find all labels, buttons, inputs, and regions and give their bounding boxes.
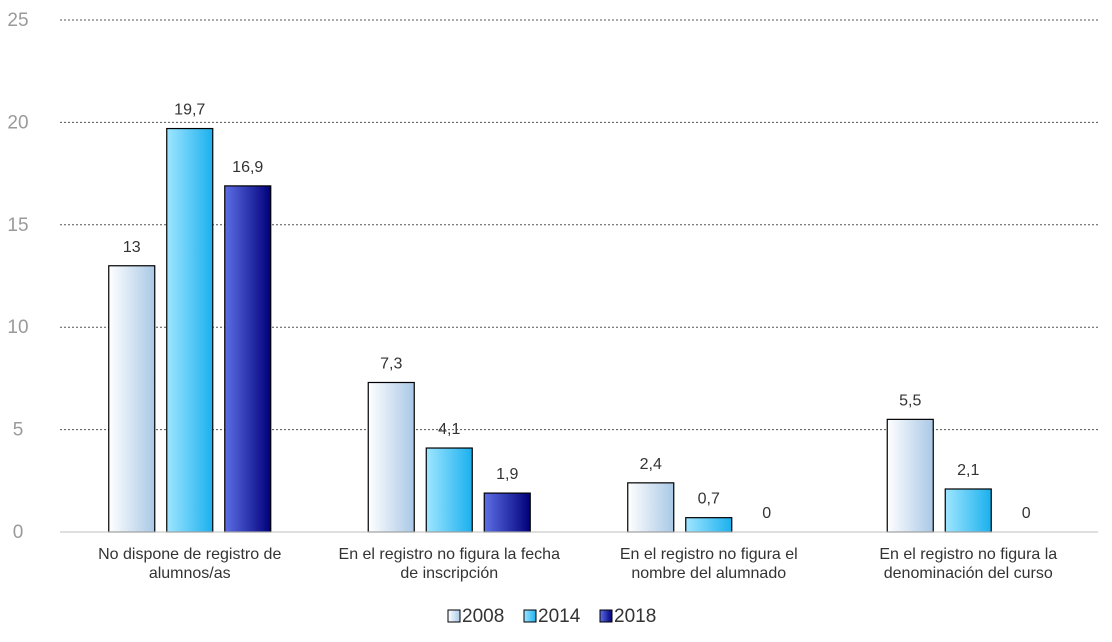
legend-swatch: [599, 609, 613, 623]
data-label: 0: [762, 505, 771, 522]
y-tick-label: 20: [7, 112, 28, 133]
data-label: 1,9: [496, 466, 518, 483]
legend-item-2014: 2014: [523, 606, 581, 627]
legend-item-2018: 2018: [599, 606, 656, 627]
y-tick-label: 10: [7, 317, 28, 338]
data-label: 4,1: [438, 421, 460, 438]
legend-item-2008: 2008: [447, 606, 504, 627]
x-axis-labels: No dispone de registro de alumnos/as En el…: [98, 546, 1057, 582]
y-tick-label: 0: [13, 522, 24, 543]
data-labels: 13 19,7 16,9 7,3 4,1 1,9 2,4 0,7 0 5,5 2,1 0: [123, 102, 1031, 522]
x-tick-label: En el registro no figura el nombre del al…: [620, 546, 798, 582]
legend-label: 2008: [462, 606, 504, 627]
bar-2008-1: [367, 381, 415, 533]
y-axis-ticks: 0 5 10 15 20 25: [7, 10, 28, 543]
y-tick-label: 15: [7, 215, 28, 236]
bar-2018-0: [224, 185, 272, 533]
data-label: 7,3: [380, 355, 402, 372]
data-label: 2,1: [957, 462, 979, 479]
bar-2008-2: [627, 482, 675, 533]
x-tick-label: En el registro no figura la fecha de insc…: [339, 546, 561, 582]
legend: 2008 2014 2018: [447, 606, 656, 627]
data-label: 0: [1022, 505, 1031, 522]
legend-swatch: [447, 609, 461, 623]
y-tick-label: 25: [7, 10, 28, 31]
data-label: 0,7: [698, 491, 720, 508]
legend-label: 2018: [614, 606, 656, 627]
bar-2014-1: [425, 447, 473, 533]
x-tick-label: No dispone de registro de alumnos/as: [98, 546, 281, 582]
legend-swatch: [523, 609, 537, 623]
data-label: 5,5: [899, 392, 921, 409]
bar-2008-0: [108, 265, 156, 533]
bar-2014-3: [944, 488, 992, 533]
bars: [108, 127, 992, 533]
y-tick-label: 5: [13, 420, 24, 441]
gridlines: [60, 19, 1098, 431]
bar-2014-0: [166, 127, 214, 533]
legend-label: 2014: [538, 606, 581, 627]
x-tick-label: En el registro no figura la denominación …: [879, 546, 1057, 582]
bar-2018-1: [483, 492, 531, 533]
data-label: 19,7: [174, 102, 205, 119]
bar-2008-3: [886, 418, 934, 533]
data-label: 13: [123, 239, 141, 256]
bar-2014-2: [685, 517, 733, 533]
data-label: 16,9: [232, 159, 263, 176]
data-label: 2,4: [640, 456, 662, 473]
